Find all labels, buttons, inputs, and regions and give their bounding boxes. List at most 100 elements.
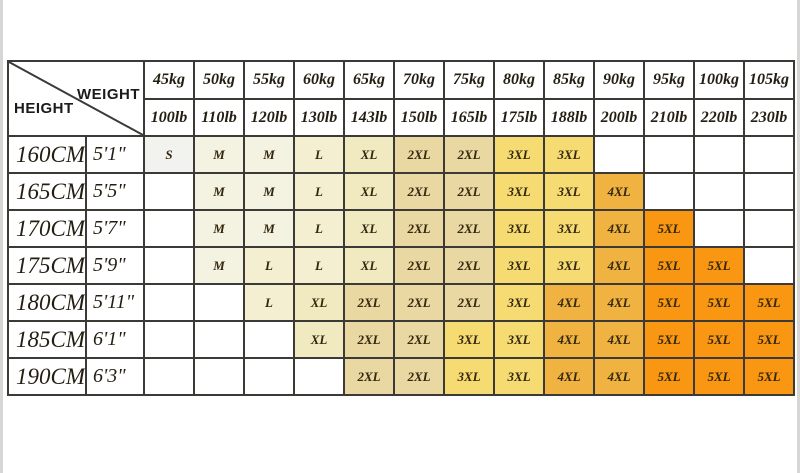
size-cell: 3XL: [495, 174, 545, 211]
height-axis-label: HEIGHT: [14, 100, 74, 117]
size-cell: 4XL: [595, 285, 645, 322]
height-cm-cell: 165CM: [9, 174, 87, 211]
size-cell: [295, 359, 345, 396]
size-cell: [145, 322, 195, 359]
size-cell: L: [295, 248, 345, 285]
size-cell: 3XL: [545, 211, 595, 248]
size-cell: [145, 211, 195, 248]
size-cell: M: [195, 137, 245, 174]
size-cell: 5XL: [645, 285, 695, 322]
size-cell: XL: [345, 248, 395, 285]
size-cell: [245, 322, 295, 359]
height-cm-cell: 170CM: [9, 211, 87, 248]
size-cell: 4XL: [595, 211, 645, 248]
height-ft-cell: 6'3": [87, 359, 145, 396]
size-cell: 2XL: [445, 174, 495, 211]
size-cell: 2XL: [395, 322, 445, 359]
size-cell: 5XL: [645, 322, 695, 359]
weight-lb-header-cell: 120lb: [245, 100, 295, 137]
height-ft-cell: 5'7": [87, 211, 145, 248]
weight-kg-header-cell: 105kg: [745, 62, 795, 100]
left-edge-strip: [0, 0, 3, 473]
size-cell: [745, 211, 795, 248]
size-cell: [595, 137, 645, 174]
size-cell: M: [195, 248, 245, 285]
size-cell: 5XL: [695, 322, 745, 359]
size-cell: XL: [295, 285, 345, 322]
size-cell: 4XL: [545, 359, 595, 396]
weight-kg-header-cell: 55kg: [245, 62, 295, 100]
size-cell: 2XL: [395, 359, 445, 396]
weight-kg-header-cell: 90kg: [595, 62, 645, 100]
size-cell: 2XL: [395, 248, 445, 285]
size-cell: 4XL: [595, 359, 645, 396]
weight-kg-header-cell: 100kg: [695, 62, 745, 100]
size-cell: [195, 322, 245, 359]
size-cell: 3XL: [545, 137, 595, 174]
size-cell: 4XL: [595, 174, 645, 211]
size-cell: 4XL: [595, 322, 645, 359]
size-cell: L: [245, 285, 295, 322]
size-cell: L: [295, 211, 345, 248]
size-cell: L: [245, 248, 295, 285]
size-cell: 3XL: [545, 174, 595, 211]
size-cell: [695, 137, 745, 174]
size-cell: 2XL: [445, 285, 495, 322]
right-edge-strip: [797, 0, 800, 473]
size-cell: 2XL: [445, 137, 495, 174]
height-cm-cell: 190CM: [9, 359, 87, 396]
size-cell: 4XL: [595, 248, 645, 285]
size-cell: [645, 174, 695, 211]
size-cell: 3XL: [495, 211, 545, 248]
size-cell: 5XL: [695, 359, 745, 396]
size-cell: 5XL: [645, 359, 695, 396]
size-cell: L: [295, 174, 345, 211]
size-cell: XL: [345, 174, 395, 211]
size-cell: [745, 248, 795, 285]
size-cell: [645, 137, 695, 174]
size-chart: WEIGHT HEIGHT 45kg 50kg 55kg 60kg 65kg 70kg 75…: [7, 60, 795, 396]
weight-kg-header-cell: 75kg: [445, 62, 495, 100]
height-ft-cell: 5'5": [87, 174, 145, 211]
height-ft-cell: 5'11": [87, 285, 145, 322]
size-cell: 5XL: [695, 248, 745, 285]
size-cell: M: [245, 211, 295, 248]
size-cell: 3XL: [495, 248, 545, 285]
size-cell: 4XL: [545, 322, 595, 359]
size-cell: 2XL: [345, 322, 395, 359]
weight-lb-header-cell: 188lb: [545, 100, 595, 137]
size-cell: L: [295, 137, 345, 174]
weight-kg-header-cell: 60kg: [295, 62, 345, 100]
weight-lb-header-cell: 175lb: [495, 100, 545, 137]
height-ft-cell: 5'1": [87, 137, 145, 174]
size-cell: M: [195, 211, 245, 248]
size-cell: 3XL: [445, 322, 495, 359]
size-cell: 5XL: [745, 359, 795, 396]
size-cell: 3XL: [545, 248, 595, 285]
size-cell: 2XL: [395, 211, 445, 248]
size-cell: [695, 211, 745, 248]
weight-kg-header-cell: 70kg: [395, 62, 445, 100]
size-cell: [745, 137, 795, 174]
weight-lb-header-cell: 200lb: [595, 100, 645, 137]
size-cell: 3XL: [495, 359, 545, 396]
height-cm-cell: 160CM: [9, 137, 87, 174]
size-cell: 2XL: [445, 211, 495, 248]
size-cell: 2XL: [395, 285, 445, 322]
size-cell: XL: [295, 322, 345, 359]
size-cell: M: [195, 174, 245, 211]
size-cell: [145, 359, 195, 396]
height-cm-cell: 185CM: [9, 322, 87, 359]
size-cell: 5XL: [695, 285, 745, 322]
height-cm-cell: 180CM: [9, 285, 87, 322]
size-cell: M: [245, 174, 295, 211]
size-cell: 2XL: [395, 137, 445, 174]
diagonal-divider-line: [9, 62, 143, 135]
size-cell: M: [245, 137, 295, 174]
size-cell: 5XL: [645, 211, 695, 248]
size-cell: 3XL: [495, 322, 545, 359]
weight-lb-header-cell: 110lb: [195, 100, 245, 137]
weight-lb-header-cell: 130lb: [295, 100, 345, 137]
size-cell: 5XL: [645, 248, 695, 285]
